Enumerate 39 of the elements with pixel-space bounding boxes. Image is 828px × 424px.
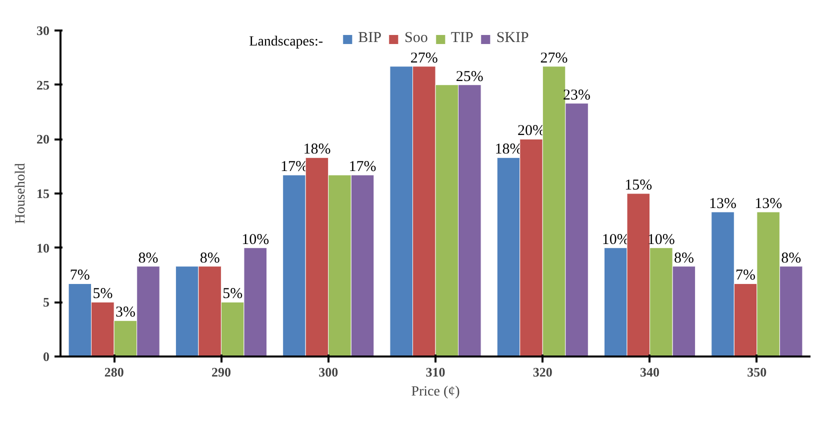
y-tick-label: 20 <box>36 132 50 147</box>
y-tick-label: 5 <box>43 294 50 310</box>
data-label: 17% <box>348 159 376 176</box>
data-label: 3% <box>115 304 136 321</box>
data-label: 8% <box>200 250 220 266</box>
data-label: 27% <box>540 50 568 66</box>
data-label: 13% <box>709 196 737 212</box>
x-tick-label: 290 <box>211 364 231 380</box>
data-label: 25% <box>456 68 484 85</box>
x-tick-label: 280 <box>104 364 124 380</box>
x-tick-label: 340 <box>640 364 660 380</box>
x-tick-label: 320 <box>532 364 552 380</box>
data-label: 15% <box>624 178 652 194</box>
legend-title: Landscapes:- <box>249 34 324 50</box>
x-tick-label: 350 <box>747 364 767 380</box>
legend-label: SKIP <box>496 30 529 47</box>
y-tick-label: 25 <box>36 77 50 92</box>
data-label: 10% <box>242 232 270 248</box>
y-tick-label: 15 <box>36 186 50 201</box>
data-label: 8% <box>781 250 802 266</box>
data-label: 5% <box>222 286 243 302</box>
y-axis-title: Household <box>14 163 28 224</box>
legend-label: BIP <box>358 30 382 47</box>
legend-label: Soo <box>404 30 428 47</box>
data-label: 18% <box>303 142 331 158</box>
x-axis-title: Price (¢) <box>411 384 460 400</box>
y-tick-label: 30 <box>36 23 50 38</box>
y-tick-label: 0 <box>43 349 50 364</box>
x-tick-label: 300 <box>318 364 338 380</box>
data-label: 8% <box>674 250 694 266</box>
y-tick-label: 10 <box>36 240 50 256</box>
x-tick-label: 310 <box>426 364 446 380</box>
data-label: 8% <box>138 250 158 266</box>
data-label: 5% <box>92 286 113 302</box>
legend-label: TIP <box>450 30 474 47</box>
data-label: 7% <box>70 268 90 284</box>
data-label: 27% <box>410 50 438 66</box>
data-label: 7% <box>736 268 756 284</box>
data-label: 13% <box>754 196 782 212</box>
